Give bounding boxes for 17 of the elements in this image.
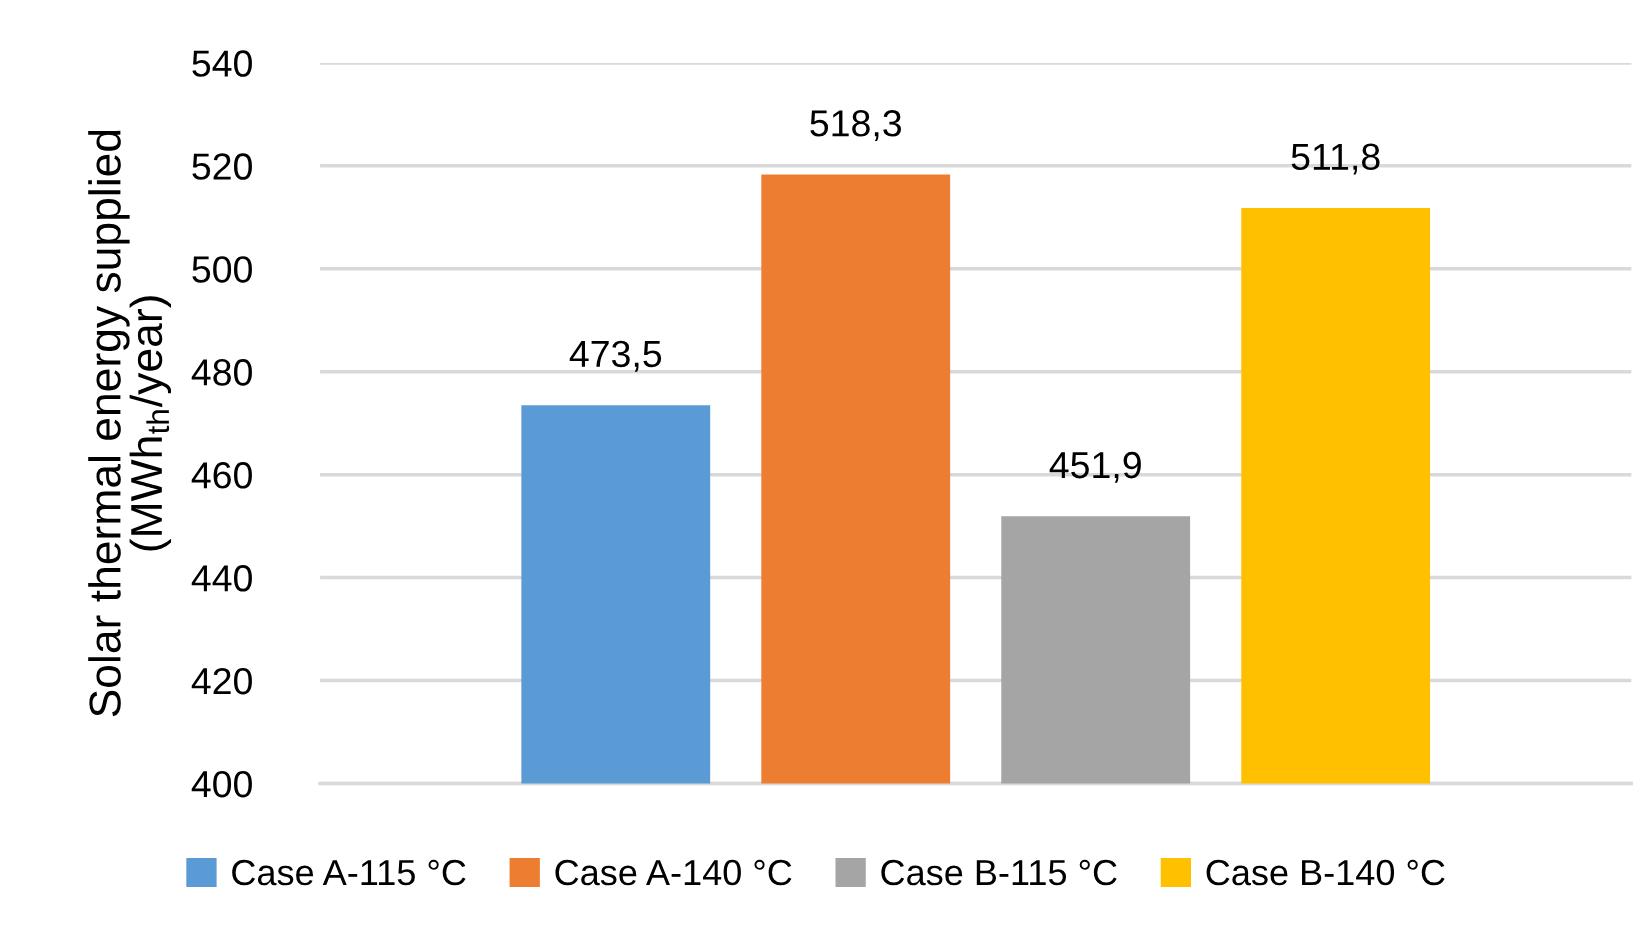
data-label: 511,8 xyxy=(1291,143,1380,175)
y-tick-label: 540 xyxy=(192,50,252,77)
y-tick-label: 440 xyxy=(191,565,252,592)
data-label: 451,9 xyxy=(1049,451,1141,483)
legend-label: Case B-115 °C xyxy=(881,859,1117,886)
y-tick-label: 420 xyxy=(191,667,252,695)
y-axis-title: Solar thermal energy supplied (MWh$_{th}$/year) xyxy=(88,130,172,717)
legend-label: Case A-115 °C xyxy=(232,859,466,886)
y-tick-label: 500 xyxy=(192,256,252,283)
data-label: 473,5 xyxy=(569,340,662,372)
y-tick-label: 480 xyxy=(191,359,252,386)
legend-label: Case A-140 °C xyxy=(555,859,792,886)
legend-label: Case B-140 °C xyxy=(1206,859,1445,886)
y-tick-label: 520 xyxy=(192,153,252,180)
y-tick-label: 400 xyxy=(191,770,252,798)
y-tick-label: 460 xyxy=(191,462,252,489)
data-label: 518,3 xyxy=(810,110,902,142)
